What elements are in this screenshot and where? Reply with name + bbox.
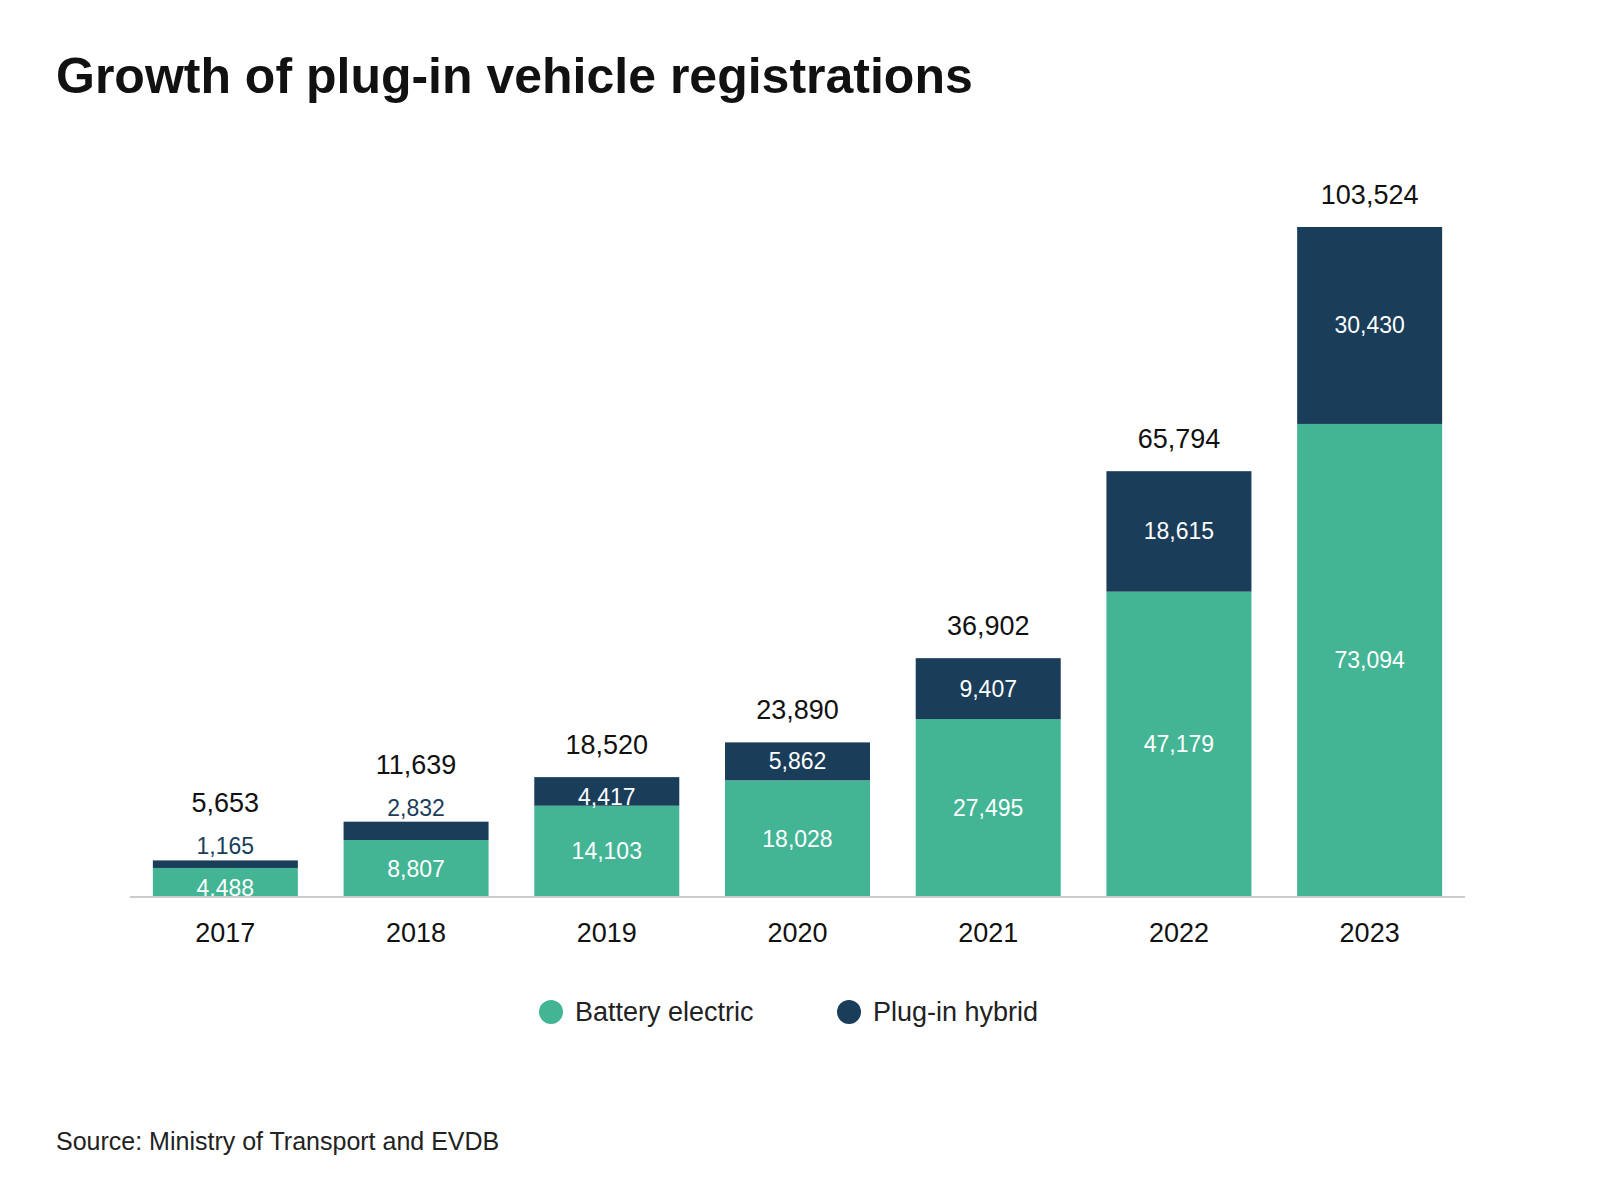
total-label: 36,902 [947,611,1030,641]
bar-segment [916,658,1061,719]
data-label: 1,165 [197,833,255,859]
data-label: 2,832 [387,795,445,821]
legend-label: Plug-in hybrid [873,997,1038,1027]
source: Source: Ministry of Transport and EVDB [56,1127,499,1155]
total-label: 23,890 [756,695,839,725]
bar-segment [344,822,489,840]
data-label: 30,430 [1334,312,1404,338]
legend-swatch [837,1000,861,1024]
bar-segment [725,742,870,780]
bar-segment [1297,227,1442,424]
data-label: 8,807 [387,856,445,882]
total-label: 5,653 [192,788,260,818]
legend-swatch [539,1000,563,1024]
bar-segment [916,719,1061,897]
data-label: 18,028 [762,826,832,852]
data-label: 18,615 [1144,518,1214,544]
legend-label: Battery electric [575,997,754,1027]
bar-segment [1297,424,1442,897]
bar-segment [344,840,489,897]
bar-segment [534,806,679,897]
labels: 4,4881,1655,65320178,8072,83211,63920181… [192,180,1419,948]
x-tick-label: 2018 [386,918,446,948]
total-label: 103,524 [1321,180,1419,210]
x-tick-label: 2023 [1340,918,1400,948]
data-label: 14,103 [572,838,642,864]
x-tick-label: 2017 [195,918,255,948]
x-axis [130,896,1465,898]
bar-segment [1106,471,1251,591]
data-label: 47,179 [1144,731,1214,757]
data-label: 9,407 [959,676,1017,702]
x-tick-label: 2021 [958,918,1018,948]
bar-segment [725,780,870,897]
legend: Battery electric Plug-in hybrid [539,997,1038,1027]
x-tick-label: 2019 [577,918,637,948]
data-label: 27,495 [953,795,1023,821]
total-label: 11,639 [376,750,457,780]
data-label: 4,417 [578,784,636,810]
x-tick-label: 2022 [1149,918,1209,948]
data-label: 73,094 [1334,647,1405,673]
x-tick-label: 2020 [767,918,827,948]
bar-segment [153,860,298,868]
chart: Growth of plug-in vehicle registrations 4… [0,0,1600,1200]
bars [153,227,1442,897]
data-label: 5,862 [769,748,827,774]
bar-segment [1106,592,1251,897]
title: Growth of plug-in vehicle registrations [56,48,973,104]
total-label: 18,520 [565,730,648,760]
total-label: 65,794 [1138,424,1221,454]
